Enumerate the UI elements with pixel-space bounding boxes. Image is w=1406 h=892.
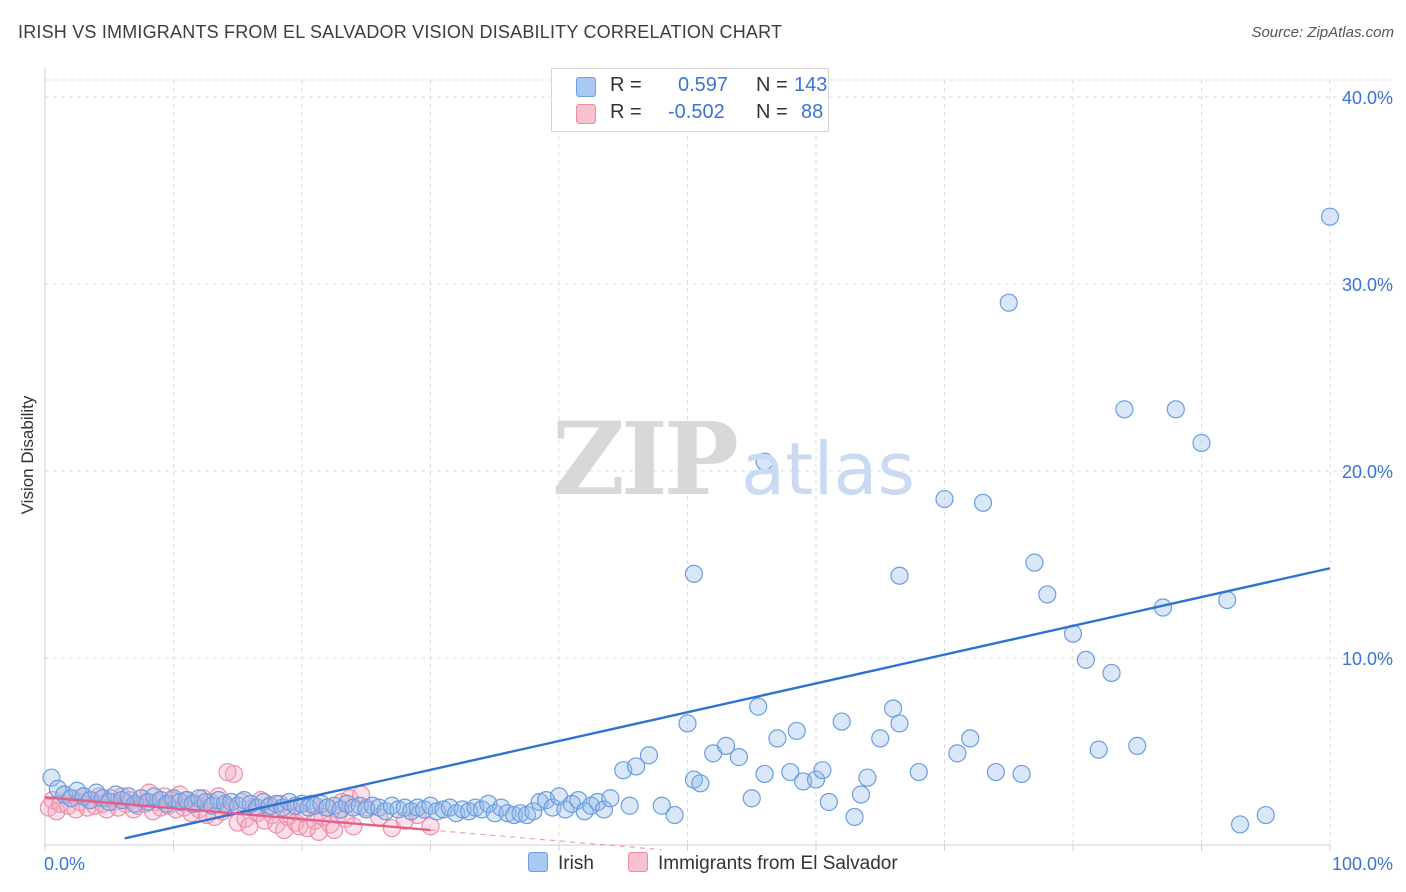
x-tick-label: 0.0% [44,854,85,874]
irish-point [742,789,761,808]
irish-point [986,762,1006,782]
irish-point [504,805,524,825]
irish-point [620,796,639,815]
irish-point [890,566,909,585]
tick-labels: 10.0% 20.0% 30.0% 40.0% 0.0% 100.0% [44,88,1393,874]
irish-point [594,800,614,819]
y-axis-label: Vision Disability [18,395,37,515]
irish-point [999,293,1018,312]
irish-point [890,714,909,733]
irish-point [1128,736,1147,755]
irish-point [858,768,877,787]
el-salvador-trend-line [44,796,431,832]
source-label: Source: ZipAtlas.com [1251,24,1394,41]
irish-point [909,762,928,782]
irish-point [973,493,993,512]
legend-r-label: R = [610,101,642,123]
irish-point [729,748,749,767]
irish-point [781,762,800,782]
chart-title: IRISH VS IMMIGRANTS FROM EL SALVADOR VIS… [18,22,783,42]
y-tick-label: 20.0% [1342,462,1393,482]
irish-point [665,805,684,825]
irish-point [1256,805,1275,825]
legend-n-label: N = [756,101,788,123]
bottom-legend-swatch-el-salvador [628,852,648,872]
irish-point [716,736,736,755]
irish-point [652,796,671,815]
irish-point [1218,590,1237,610]
irish-point [1102,663,1121,683]
el-salvador-point [344,817,363,836]
irish-point [1192,433,1211,453]
irish-point [832,712,851,731]
watermark-atlas: atlas [740,427,915,511]
irish-point [42,768,61,787]
legend-swatch-irish [576,77,596,97]
irish-point [601,789,620,808]
irish-point [1012,764,1031,784]
irish-point [1230,815,1250,834]
irish-point [819,792,838,812]
irish-point [524,802,543,821]
irish-point [768,729,787,748]
irish-point [787,721,806,741]
irish-point [749,697,768,716]
bottom-legend-label: Immigrants from El Salvador [658,853,898,874]
correlation-legend: R = 0.597 N = 143 R = -0.502 N = 88 [551,68,829,132]
bottom-legend-irish: Irish [528,852,594,875]
legend-n-value: 143 [794,74,828,96]
irish-point [684,564,704,583]
el-salvador-point [224,764,243,784]
irish-point [755,452,774,471]
irish-point [691,774,710,793]
irish-point [755,764,774,784]
legend-r-value: 0.597 [678,74,729,96]
irish-point [935,489,954,509]
y-tick-label: 30.0% [1342,275,1393,295]
legend-n-label: N = [756,74,788,96]
irish-point [639,746,659,765]
el-salvador-point [97,800,116,819]
legend-r-value: -0.502 [668,101,725,123]
irish-point [498,804,517,823]
irish-point [948,744,967,763]
el-salvador-trend-extension [430,829,662,851]
y-tick-label: 40.0% [1342,88,1393,108]
legend-n-value: 88 [801,101,824,123]
trend-lines [44,567,1331,851]
irish-point [626,757,646,776]
irish-point [1166,400,1185,419]
irish-point [883,699,903,718]
irish-point [1076,650,1095,669]
bottom-legend-label: Irish [558,853,594,874]
series-irish-points [42,207,1340,834]
legend-r-label: R = [610,74,642,96]
legend-swatch-el-salvador [576,104,596,124]
irish-point [1025,553,1044,572]
irish-point [678,714,697,733]
irish-point [851,785,871,804]
x-tick-label: 100.0% [1332,854,1393,874]
bottom-legend-swatch-irish [528,852,548,872]
watermark-zip: ZIP [552,400,739,518]
axes [44,68,1331,851]
el-salvador-point [218,762,237,782]
y-tick-label: 10.0% [1342,649,1393,669]
irish-point [1089,740,1108,759]
irish-point [813,761,832,780]
irish-point [961,729,980,748]
irish-trend-line [124,567,1331,840]
irish-point [1038,585,1057,604]
irish-point [1320,207,1340,226]
irish-point [806,770,826,789]
irish-point [1115,400,1134,419]
irish-point [845,807,864,827]
bottom-legend-el-salvador: Immigrants from El Salvador [628,852,898,875]
watermark: ZIPatlas [552,400,915,518]
irish-point [871,729,890,748]
